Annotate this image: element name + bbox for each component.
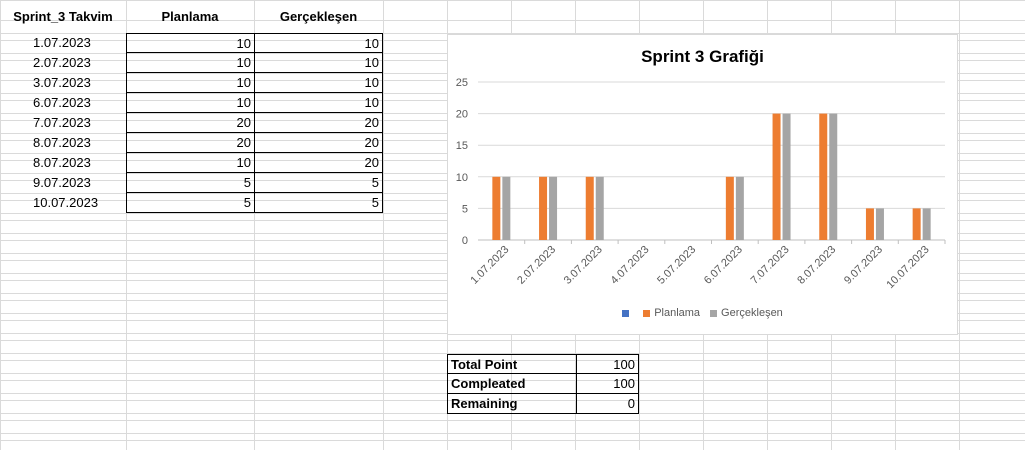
gerceklesen-cell[interactable]: 10 (254, 93, 383, 113)
sprint-chart[interactable]: Sprint 3 Grafiği 0 5 10 15 20 25 1.07.2023 2.07… (447, 34, 958, 335)
summary-label[interactable]: Compleated (447, 374, 576, 394)
x-tick-label: 9.07.2023 (842, 244, 885, 287)
column-gridline (959, 0, 960, 450)
bar-planlama (912, 208, 921, 240)
gerceklesen-cell[interactable]: 20 (254, 133, 383, 153)
column-gridline (126, 0, 127, 450)
date-cell[interactable]: 6.07.2023 (33, 95, 91, 110)
x-tick-label: 10.07.2023 (884, 244, 931, 291)
x-tick-label: 2.07.2023 (515, 244, 558, 287)
planlama-cell[interactable]: 10 (126, 153, 254, 173)
legend-label: Gerçekleşen (721, 307, 783, 319)
bar-gerceklesen (595, 176, 604, 240)
column-header[interactable]: Sprint_3 Takvim (13, 9, 113, 24)
x-tick-label: 8.07.2023 (795, 244, 838, 287)
bar-planlama (819, 113, 828, 240)
legend-swatch (643, 309, 651, 317)
legend-blank (622, 307, 633, 319)
legend-swatch (710, 309, 718, 317)
chart-plot: 0 5 10 15 20 25 1.07.2023 2.07.2023 3.07.2023 4.0… (456, 77, 946, 291)
x-tick-label: 3.07.2023 (562, 244, 605, 287)
planlama-cell[interactable]: 10 (126, 53, 254, 73)
planlama-cell[interactable]: 10 (126, 33, 254, 53)
column-header[interactable]: Gerçekleşen (279, 9, 358, 24)
gerceklesen-cell[interactable]: 10 (254, 73, 383, 93)
bar-planlama (492, 176, 501, 240)
y-tick-label: 0 (462, 235, 468, 247)
x-tick-label: 4.07.2023 (608, 244, 651, 287)
date-cell[interactable]: 10.07.2023 (33, 195, 99, 210)
y-tick-label: 5 (462, 203, 468, 215)
planlama-cell[interactable]: 20 (126, 113, 254, 133)
summary-value[interactable]: 100 (576, 374, 639, 394)
bar-planlama (725, 176, 734, 240)
chart-legend: Planlama Gerçekleşen (448, 307, 957, 319)
date-cell[interactable]: 2.07.2023 (33, 55, 91, 70)
bar-gerceklesen (735, 176, 744, 240)
date-cell[interactable]: 7.07.2023 (33, 115, 91, 130)
x-tick-label: 7.07.2023 (749, 244, 792, 287)
column-header[interactable]: Planlama (161, 9, 219, 24)
y-tick-label: 25 (456, 77, 468, 89)
legend-swatch (622, 309, 630, 317)
date-cell[interactable]: 8.07.2023 (33, 155, 91, 170)
bar-gerceklesen (502, 176, 511, 240)
legend-planlama: Planlama (643, 307, 700, 319)
legend-gerceklesen: Gerçekleşen (710, 307, 783, 319)
gerceklesen-cell[interactable]: 20 (254, 153, 383, 173)
date-cell[interactable]: 1.07.2023 (33, 35, 91, 50)
summary-value[interactable]: 0 (576, 394, 639, 414)
gerceklesen-cell[interactable]: 10 (254, 53, 383, 73)
summary-label[interactable]: Total Point (447, 354, 576, 374)
summary-value[interactable]: 100 (576, 354, 639, 374)
date-cell[interactable]: 3.07.2023 (33, 75, 91, 90)
bar-planlama (585, 176, 594, 240)
bar-planlama (539, 176, 548, 240)
bar-gerceklesen (875, 208, 884, 240)
bar-gerceklesen (829, 113, 838, 240)
bar-gerceklesen (782, 113, 791, 240)
column-gridline (383, 0, 384, 450)
x-tick-label: 6.07.2023 (702, 244, 745, 287)
planlama-cell[interactable]: 20 (126, 133, 254, 153)
gerceklesen-cell[interactable]: 10 (254, 33, 383, 53)
summary-label[interactable]: Remaining (447, 394, 576, 414)
row-gridline (0, 353, 1025, 354)
bar-planlama (865, 208, 874, 240)
chart-title: Sprint 3 Grafiği (641, 47, 764, 66)
row-gridline (0, 33, 1025, 34)
date-cell[interactable]: 9.07.2023 (33, 175, 91, 190)
y-tick-label: 20 (456, 109, 468, 121)
date-cell[interactable]: 8.07.2023 (33, 135, 91, 150)
bar-gerceklesen (549, 176, 558, 240)
y-tick-label: 15 (456, 140, 468, 152)
bar-gerceklesen (922, 208, 931, 240)
legend-label: Planlama (654, 307, 701, 319)
row-gridline (0, 433, 1025, 434)
gerceklesen-cell[interactable]: 5 (254, 173, 383, 193)
gerceklesen-cell[interactable]: 5 (254, 193, 383, 213)
planlama-cell[interactable]: 10 (126, 93, 254, 113)
x-tick-label: 1.07.2023 (468, 244, 511, 287)
bar-planlama (772, 113, 781, 240)
column-gridline (0, 0, 1, 450)
planlama-cell[interactable]: 5 (126, 173, 254, 193)
column-gridline (254, 0, 255, 450)
x-tick-label: 5.07.2023 (655, 244, 698, 287)
gerceklesen-cell[interactable]: 20 (254, 113, 383, 133)
planlama-cell[interactable]: 5 (126, 193, 254, 213)
y-tick-label: 10 (456, 172, 468, 184)
planlama-cell[interactable]: 10 (126, 73, 254, 93)
